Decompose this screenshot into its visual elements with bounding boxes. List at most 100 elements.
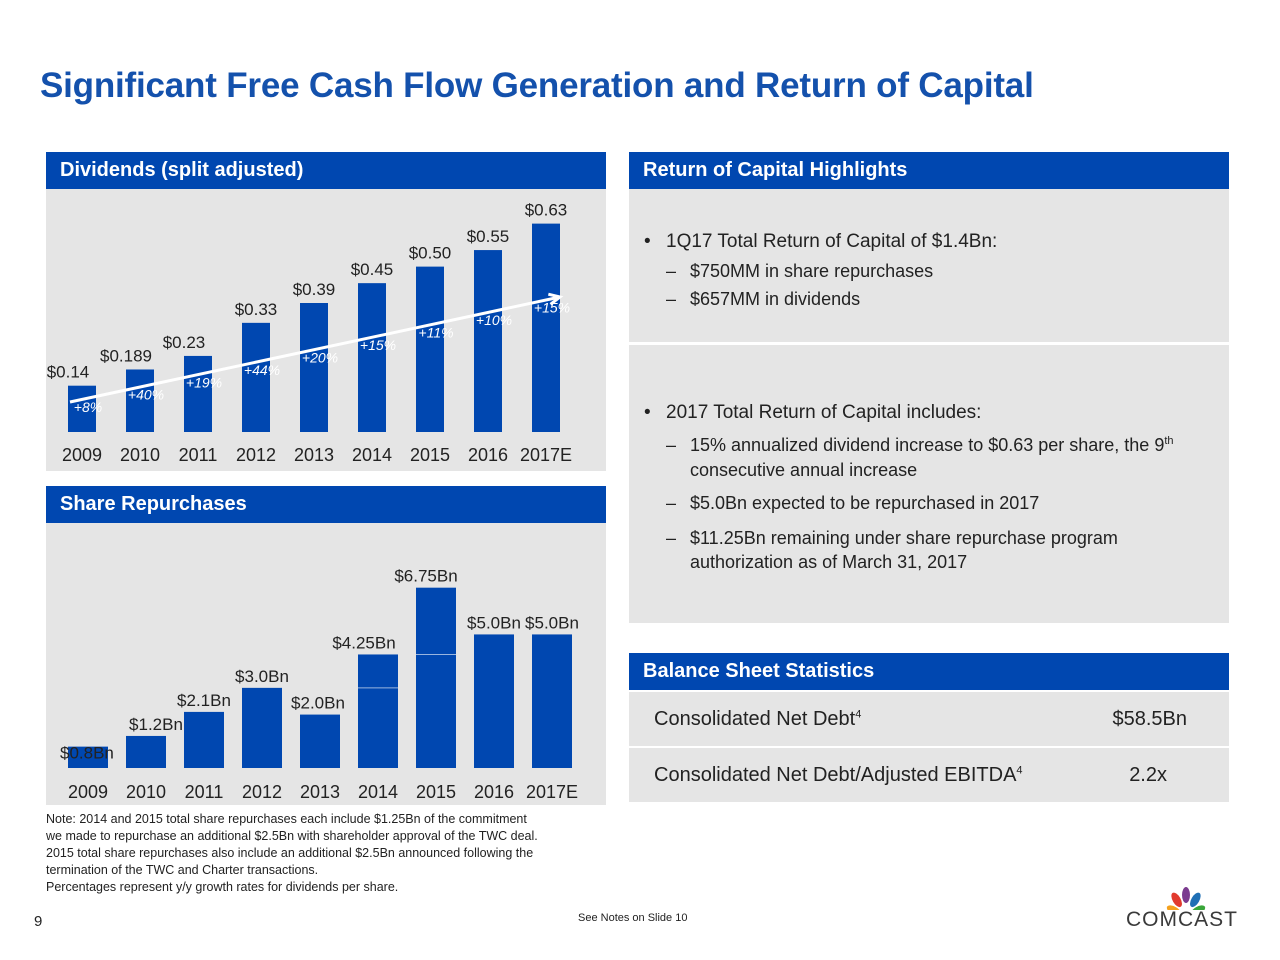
growth-label: +40% (128, 387, 164, 403)
dash-icon: – (666, 261, 677, 281)
highlights-header: Return of Capital Highlights (629, 152, 1229, 189)
page-number: 9 (34, 913, 43, 930)
dividend-bar (358, 283, 386, 432)
repurchase-value-label: $3.0Bn (235, 667, 289, 686)
repurchase-year-label: 2009 (68, 782, 108, 802)
repurchase-year-label: 2010 (126, 782, 166, 802)
highlight-sub-5-line2: authorization as of March 31, 2017 (690, 552, 968, 572)
dividends-header: Dividends (split adjusted) (46, 152, 606, 189)
footnote-line: we made to repurchase an additional $2.5… (46, 829, 538, 843)
dividend-value-label: $0.50 (409, 244, 452, 263)
repurchase-value-label: $5.0Bn (467, 613, 521, 632)
growth-label: +15% (360, 337, 396, 353)
balance-label: Consolidated Net Debt4 (654, 708, 862, 730)
dividend-bar (242, 322, 270, 432)
dividend-bar (126, 369, 154, 432)
repurchase-year-label: 2016 (474, 782, 514, 802)
repurchase-bar (242, 687, 282, 768)
repurchase-bar (358, 654, 398, 768)
trend-arrowhead-icon (547, 292, 564, 306)
repurchase-bar (532, 634, 572, 768)
highlight-sub-3: –15% annualized dividend increase to $0.… (666, 435, 1174, 455)
dividend-value-label: $0.23 (163, 333, 206, 352)
highlight-sub-2: – $657MM in dividends (666, 289, 861, 309)
dividend-year-label: 2014 (352, 445, 392, 465)
dividend-value-label: $0.55 (467, 227, 510, 246)
repurchase-value-label: $2.1Bn (177, 691, 231, 710)
growth-label: +20% (302, 349, 338, 365)
repurchase-bar (68, 746, 108, 768)
page-title: Significant Free Cash Flow Generation an… (40, 66, 1034, 105)
repurchase-year-label: 2017E (526, 782, 578, 802)
dividend-bar (416, 266, 444, 432)
repurchase-value-label: $6.75Bn (394, 567, 457, 586)
growth-label: +11% (418, 325, 453, 341)
highlights-panel (629, 189, 1229, 623)
growth-label: +44% (244, 362, 280, 378)
repurchases-chart: $0.8Bn 2009 $1.2Bn 2010 $2.1Bn 2011 $3.0Bn 2012… (60, 567, 579, 802)
repurchase-year-label: 2015 (416, 782, 456, 802)
highlight-sub-4: – $5.0Bn expected to be repurchased in 20… (666, 493, 1040, 513)
repurchase-year-label: 2011 (185, 782, 224, 802)
balance-header: Balance Sheet Statistics (629, 653, 1229, 690)
balance-row-net-debt: Consolidated Net Debt4 $58.5Bn (629, 692, 1229, 746)
balance-value: 2.2x (1129, 764, 1167, 786)
repurchase-value-label: $1.2Bn (129, 715, 183, 734)
dividend-bar (474, 250, 502, 432)
dividends-chart: $0.14 2009 $0.189 2010 $0.23 2011 $0.33 2012 $0.… (47, 201, 572, 465)
comcast-logo: COMCAST (1126, 884, 1246, 932)
bullet-dot-icon: • (644, 231, 651, 252)
balance-row-leverage: Consolidated Net Debt/Adjusted EBITDA4 2… (629, 748, 1229, 802)
dividend-bar (300, 303, 328, 432)
dividend-value-label: $0.14 (47, 363, 90, 382)
dividend-value-label: $0.189 (100, 346, 152, 365)
dividend-year-label: 2017E (520, 445, 572, 465)
ordinal-sup: th (1164, 435, 1174, 447)
dash-icon: – (666, 493, 677, 513)
see-notes: See Notes on Slide 10 (578, 912, 688, 924)
repurchases-header: Share Repurchases (46, 486, 606, 523)
repurchase-bar (126, 735, 166, 768)
peacock-icon (1166, 887, 1206, 910)
repurchase-bar (184, 711, 224, 768)
footnote-line: 2015 total share repurchases also includ… (46, 846, 534, 860)
footnote: Note: 2014 and 2015 total share repurcha… (46, 811, 538, 896)
growth-label: +10% (476, 312, 512, 328)
repurchase-year-label: 2014 (358, 782, 398, 802)
repurchase-value-label: $0.8Bn (60, 744, 114, 763)
balance-value: $58.5Bn (1112, 708, 1187, 730)
dividend-year-label: 2009 (62, 445, 102, 465)
highlight-sub-5: – $11.25Bn remaining under share repurcha… (666, 528, 1118, 548)
dividend-year-label: 2016 (468, 445, 508, 465)
highlight-bullet-1: • 1Q17 Total Return of Capital of $1.4Bn: (644, 231, 998, 252)
repurchase-year-label: 2013 (300, 782, 340, 802)
dividend-bar (68, 385, 96, 432)
dash-icon: – (666, 289, 677, 309)
dividend-value-label: $0.45 (351, 260, 394, 279)
dividend-value-label: $0.33 (235, 300, 278, 319)
logo-text: COMCAST (1126, 908, 1238, 931)
footnote-line: Note: 2014 and 2015 total share repurcha… (46, 812, 527, 826)
highlight-sub-3-line2: consecutive annual increase (690, 460, 918, 480)
repurchase-bar (416, 587, 456, 768)
highlight-bullet-2: • 2017 Total Return of Capital includes: (644, 402, 982, 423)
repurchase-year-label: 2012 (242, 782, 282, 802)
trend-arrow-line (69, 295, 561, 404)
repurchase-value-label: $5.0Bn (525, 613, 579, 632)
repurchase-bar (474, 634, 514, 768)
balance-label: Consolidated Net Debt/Adjusted EBITDA4 (654, 764, 1023, 786)
bullet-dot-icon: • (644, 402, 651, 423)
growth-label: +19% (186, 374, 222, 390)
repurchase-value-label: $4.25Bn (332, 633, 395, 652)
dividend-bar (184, 355, 212, 432)
dividend-value-label: $0.39 (293, 280, 336, 299)
growth-label: +15% (534, 300, 570, 316)
dividend-bar (532, 223, 560, 432)
highlights-divider (629, 342, 1229, 345)
highlight-sub-1: – $750MM in share repurchases (666, 261, 934, 281)
dividend-year-label: 2012 (236, 445, 276, 465)
dash-icon: – (666, 435, 677, 455)
dividend-year-label: 2011 (179, 445, 218, 465)
dash-icon: – (666, 528, 677, 548)
repurchase-value-label: $2.0Bn (291, 694, 345, 713)
